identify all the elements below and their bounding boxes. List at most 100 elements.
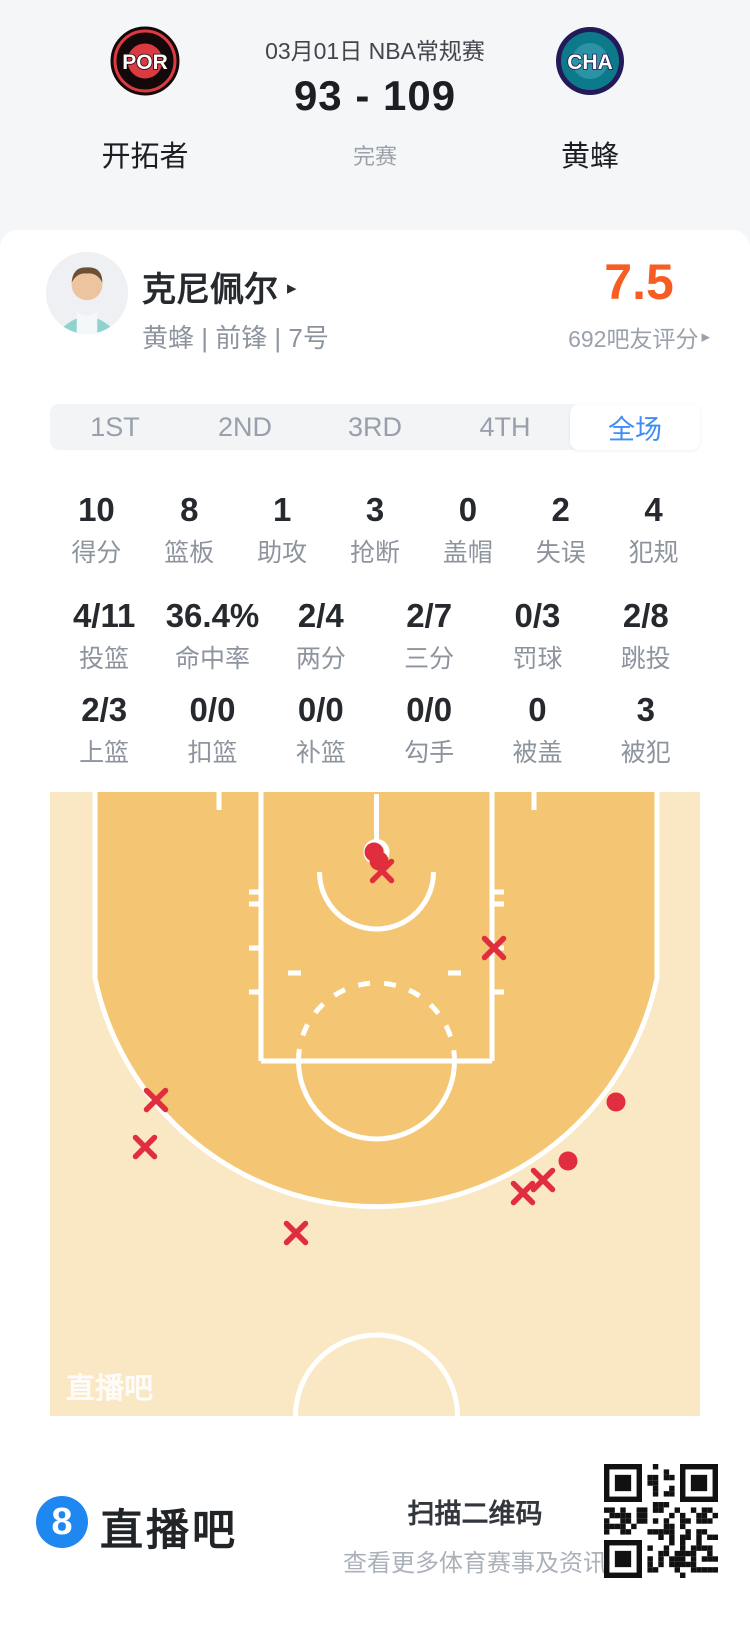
svg-text:POR: POR [122, 51, 168, 74]
stat-cell: 3 被犯 [592, 690, 700, 767]
stat-label: 罚球 [512, 645, 563, 673]
stat-row-basic: 10 得分 8 篮板 1 助攻 3 抢断 0 盖帽 2 失误 4 犯规 [0, 490, 750, 567]
stat-label: 上篮 [79, 739, 130, 767]
shot-made-marker [606, 1092, 626, 1112]
stat-value: 2 [551, 491, 570, 528]
stat-value: 2/8 [622, 597, 669, 634]
stat-label: 失误 [535, 539, 586, 567]
stat-label: 篮板 [164, 539, 215, 567]
stat-cell: 4/11 投篮 [50, 596, 158, 673]
stat-label: 补篮 [295, 739, 346, 767]
stat-label: 得分 [71, 539, 122, 567]
stat-label: 被犯 [620, 739, 671, 767]
stat-label: 助攻 [257, 539, 308, 567]
quarter-tabs: 1ST 2ND 3RD 4TH 全场 [50, 404, 700, 450]
tab-4th[interactable]: 4TH [479, 411, 531, 442]
stat-value: 3 [365, 491, 385, 528]
stat-cell: 4 犯规 [607, 490, 700, 567]
shot-missed-marker [132, 1134, 158, 1160]
stat-value: 0/3 [514, 597, 561, 634]
shot-missed-marker [481, 935, 507, 961]
tab-full-game[interactable]: 全场 [570, 404, 700, 450]
scan-hint: 扫描二维码 查看更多体育赛事及资讯 [330, 1492, 620, 1578]
score-text: 93 - 109 [293, 72, 457, 119]
player-meta: 黄蜂 | 前锋 | 7号 [142, 323, 329, 353]
stat-label: 勾手 [404, 739, 455, 767]
scan-subtitle: 查看更多体育赛事及资讯 [343, 1550, 607, 1577]
shot-missed-marker [143, 1087, 169, 1113]
stat-cell: 2/7 三分 [375, 596, 483, 673]
stat-value: 36.4% [165, 597, 260, 634]
chevron-right-icon: ▸ [287, 277, 297, 299]
tab-2nd[interactable]: 2ND [217, 411, 272, 442]
stat-cell: 0/0 补篮 [267, 690, 375, 767]
stat-label: 跳投 [620, 645, 671, 673]
stat-label: 犯规 [628, 539, 679, 567]
stat-value: 4/11 [72, 597, 136, 634]
stat-value: 0/0 [406, 691, 453, 728]
stat-value: 0 [458, 491, 478, 528]
shot-missed-marker [283, 1220, 309, 1246]
stat-cell: 2 失误 [514, 490, 607, 567]
brand-name: 直播吧 [100, 1507, 238, 1555]
player-avatar[interactable] [46, 252, 128, 334]
stat-cell: 0 被盖 [483, 690, 591, 767]
shot-missed-marker [510, 1180, 536, 1206]
player-photo [46, 252, 128, 334]
team-name-away: 黄蜂 [560, 141, 619, 173]
game-date: 03月01日 NBA常规赛 [265, 38, 485, 64]
tab-3rd[interactable]: 3RD [347, 411, 402, 442]
stat-value: 2/7 [406, 597, 453, 634]
tab-1st[interactable]: 1ST [90, 411, 140, 442]
stat-label: 盖帽 [442, 539, 493, 567]
team-name-home: 开拓者 [101, 141, 189, 173]
stat-cell: 8 篮板 [143, 490, 236, 567]
stat-cell: 2/3 上篮 [50, 690, 158, 767]
stat-cell: 2/8 跳投 [592, 596, 700, 673]
stat-cell: 1 助攻 [236, 490, 329, 567]
stat-value: 4 [644, 491, 663, 528]
shot-made-marker [558, 1151, 578, 1171]
qr-code [604, 1464, 718, 1578]
court-watermark: 直播吧 [66, 1372, 153, 1405]
court-lines [92, 792, 660, 1416]
stat-cell: 0/0 扣篮 [158, 690, 266, 767]
stat-value: 1 [272, 491, 292, 528]
stat-label: 命中率 [174, 645, 250, 673]
shot-markers [132, 842, 626, 1246]
scan-title: 扫描二维码 [407, 1499, 543, 1529]
shot-chart: 直播吧 [50, 792, 700, 1416]
stat-value: 10 [78, 491, 115, 528]
stat-cell: 0/3 罚球 [483, 596, 591, 673]
free-throw-circle-dashed [296, 980, 457, 1062]
svg-text:CHA: CHA [567, 51, 613, 74]
player-name-link[interactable]: 克尼佩尔 ▸ [142, 266, 297, 309]
stat-value: 0/0 [189, 691, 236, 728]
stat-value: 8 [180, 491, 199, 528]
stat-label: 被盖 [512, 739, 563, 767]
restricted-area-arc [317, 871, 436, 932]
rating-link[interactable]: 7.5 692吧友评分 ▸ [568, 256, 710, 354]
stat-label: 抢断 [350, 539, 401, 567]
game-status: 完赛 [352, 144, 397, 169]
stat-value: 3 [636, 691, 655, 728]
stat-value: 2/3 [81, 691, 128, 728]
stat-cell: 3 抢断 [329, 490, 422, 567]
chevron-right-icon: ▸ [701, 327, 710, 346]
stat-value: 0 [528, 691, 547, 728]
lane-hash-marks [249, 889, 504, 995]
team-logo-cha: CHA [556, 27, 624, 95]
stat-cell: 0/0 勾手 [375, 690, 483, 767]
stat-cell: 10 得分 [50, 490, 143, 567]
stat-label: 投篮 [79, 645, 130, 673]
team-logo-por: POR [110, 26, 180, 96]
free-throw-circle-solid [296, 1060, 457, 1142]
stat-label: 两分 [295, 645, 346, 673]
stat-label: 三分 [404, 645, 455, 673]
rating-value: 7.5 [604, 254, 674, 310]
baseline-hash-marks [216, 792, 537, 810]
court-inside-arc-area [95, 792, 657, 1207]
shot-missed-marker [369, 858, 395, 884]
rating-caption: 692吧友评分 [568, 326, 699, 352]
